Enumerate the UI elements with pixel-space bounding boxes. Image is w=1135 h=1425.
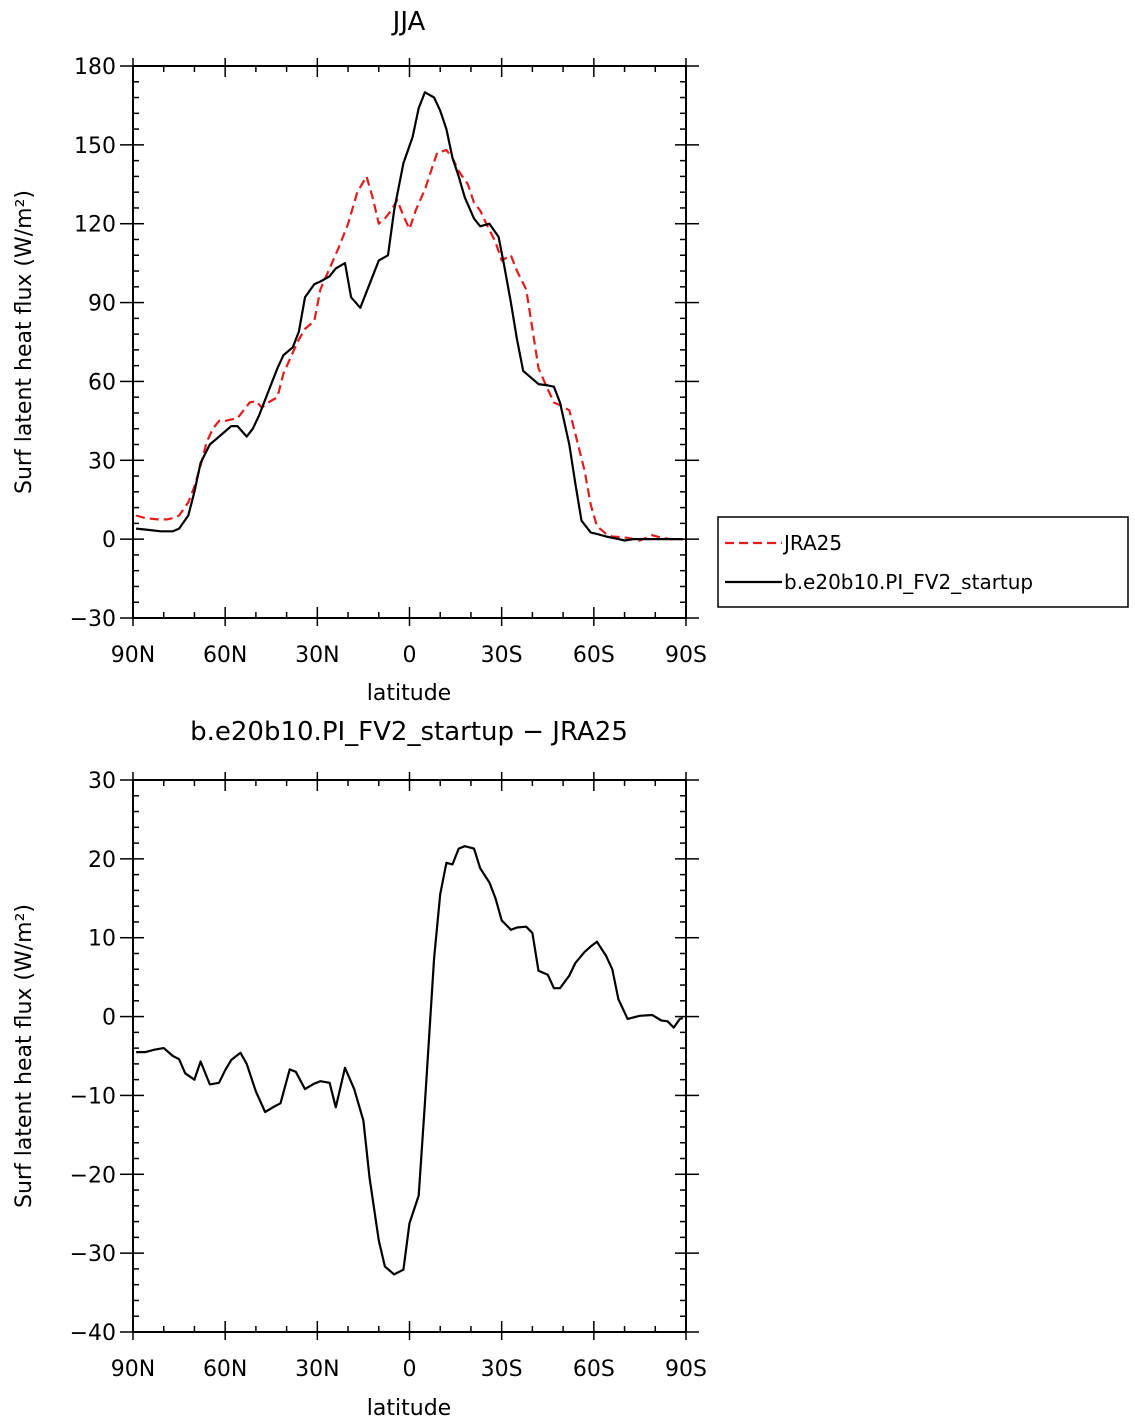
x-tick-label: 90N xyxy=(111,643,155,668)
ticks-bottom: 90N 60N 30N 0 30S 60S 90S −40 −30 −20 −10 0 10 20 30 xyxy=(70,769,707,1382)
series-line-jra25 xyxy=(135,149,683,542)
y-tick-label: 0 xyxy=(102,528,116,553)
ticks-top: 90N 60N 30N 0 30S 60S 90S −30 0 30 60 90 120 150 180 xyxy=(70,55,707,668)
series-line-b-e20b10-pi-fv2-startup xyxy=(135,91,683,542)
x-tick-label: 60S xyxy=(573,643,615,668)
panel-bottom: b.e20b10.PI_FV2_startup − JRA25 90N 60N 30… xyxy=(12,717,707,1421)
x-tick-label: 60N xyxy=(203,1357,247,1382)
y-tick-label: 20 xyxy=(88,848,116,873)
x-tick-label: 90S xyxy=(665,1357,707,1382)
x-axis-label: latitude xyxy=(367,681,451,706)
y-tick-label: 60 xyxy=(88,370,116,395)
y-tick-label: 90 xyxy=(88,292,116,317)
y-tick-label: −40 xyxy=(70,1321,116,1346)
x-tick-label: 0 xyxy=(403,1357,417,1382)
x-tick-label: 30N xyxy=(295,1357,339,1382)
x-tick-label: 30N xyxy=(295,643,339,668)
y-tick-label: −20 xyxy=(70,1163,116,1188)
y-tick-label: 30 xyxy=(88,769,116,794)
plot-frame-bottom xyxy=(132,779,687,1333)
series-line-difference xyxy=(136,845,684,1276)
y-tick-label: 10 xyxy=(88,927,116,952)
legend-entry-model: b.e20b10.PI_FV2_startup xyxy=(784,570,1033,594)
panel-top: JJA 90N 60N 30N 0 30S 60S 90S −30 0 30 60 90 120 150 1… xyxy=(12,7,707,706)
plot-frame-top xyxy=(132,65,687,619)
y-axis-label: Surf latent heat flux (W/m²) xyxy=(12,904,37,1208)
legend-entry-jra25: JRA25 xyxy=(782,531,842,555)
y-tick-label: −30 xyxy=(70,1242,116,1267)
x-axis-label: latitude xyxy=(367,1396,451,1421)
chart-title: JJA xyxy=(391,7,426,37)
y-tick-label: 150 xyxy=(74,134,116,159)
chart-title: b.e20b10.PI_FV2_startup − JRA25 xyxy=(190,717,628,747)
legend: JRA25 b.e20b10.PI_FV2_startup xyxy=(717,516,1129,608)
y-tick-label: −30 xyxy=(70,607,116,632)
x-tick-label: 30S xyxy=(481,1357,523,1382)
series-group-bottom xyxy=(136,845,684,1276)
x-tick-label: 90N xyxy=(111,1357,155,1382)
x-tick-label: 60N xyxy=(203,643,247,668)
y-tick-label: 0 xyxy=(102,1006,116,1031)
legend-box xyxy=(717,516,1129,608)
series-group-top xyxy=(135,91,683,542)
y-tick-label: 30 xyxy=(88,449,116,474)
y-tick-label: 120 xyxy=(74,213,116,238)
x-tick-label: 0 xyxy=(403,643,417,668)
y-axis-label: Surf latent heat flux (W/m²) xyxy=(12,190,37,494)
x-tick-label: 60S xyxy=(573,1357,615,1382)
y-tick-label: 180 xyxy=(74,55,116,80)
y-tick-label: −10 xyxy=(70,1084,116,1109)
x-tick-label: 90S xyxy=(665,643,707,668)
x-tick-label: 30S xyxy=(481,643,523,668)
